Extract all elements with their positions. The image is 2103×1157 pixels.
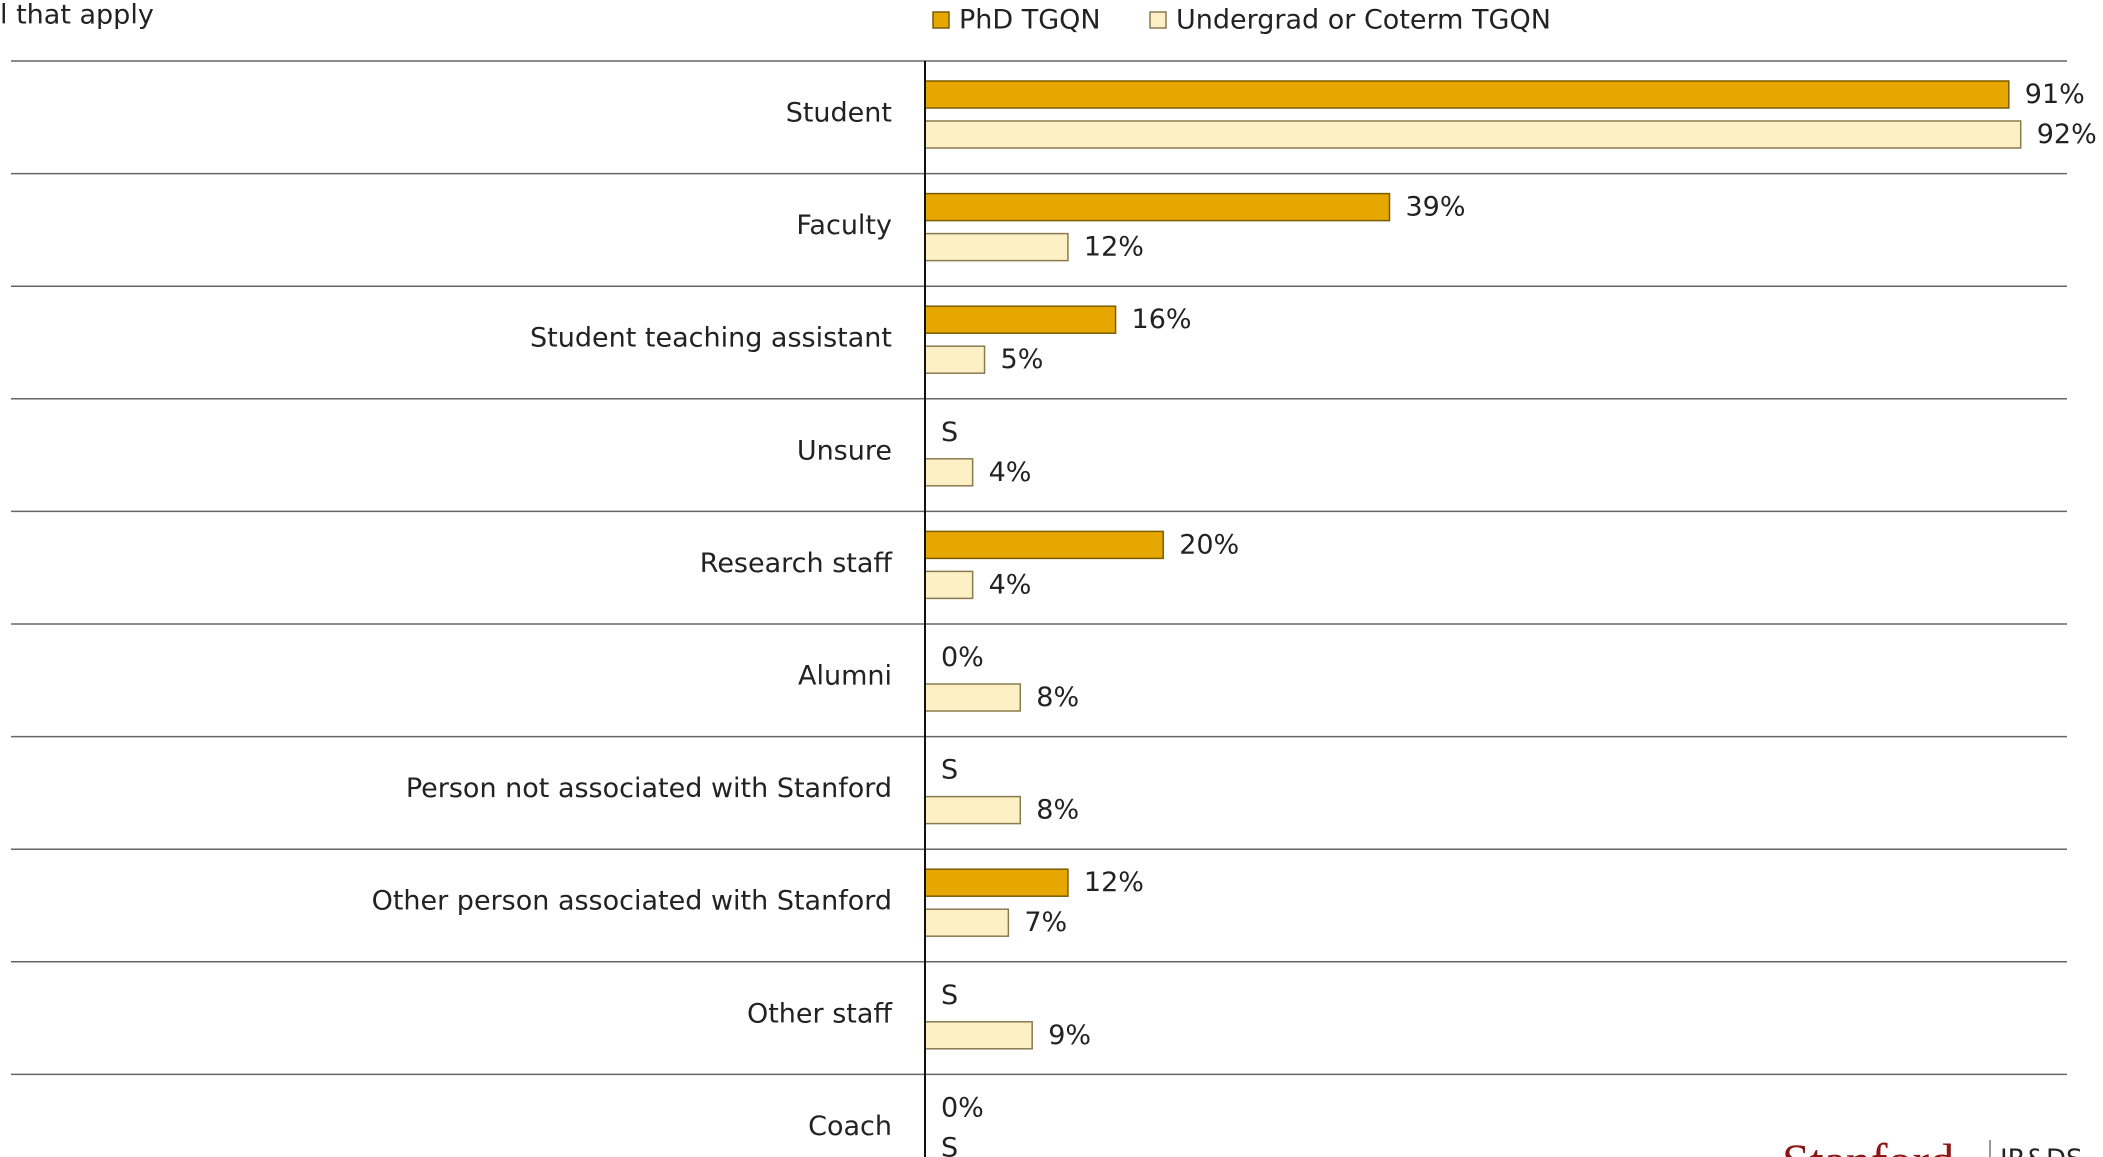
bar: [924, 80, 2010, 109]
category-label: Alumni: [798, 661, 892, 692]
bar: [924, 345, 986, 374]
value-label: 39%: [1405, 192, 1465, 223]
bar: [924, 232, 1069, 262]
value-label: 5%: [1001, 344, 1044, 375]
value-label: 8%: [1036, 682, 1079, 713]
chart-title: l that apply: [0, 0, 154, 31]
logo: Stanford: [1782, 1133, 1954, 1157]
value-label: 91%: [2025, 79, 2085, 110]
value-label: 92%: [2037, 119, 2097, 150]
value-label: 9%: [1048, 1020, 1091, 1051]
bar: [924, 1021, 1033, 1050]
value-label: S: [941, 755, 958, 786]
value-label: S: [941, 417, 958, 448]
bar: [924, 530, 1164, 560]
category-label: Student teaching assistant: [530, 323, 892, 354]
category-label: Other person associated with Stanford: [372, 886, 892, 917]
value-label: 7%: [1024, 907, 1067, 938]
value-label: 12%: [1084, 232, 1144, 263]
value-label: 4%: [989, 569, 1032, 600]
bar: [924, 305, 1117, 334]
logo-unit: IR&DS: [2000, 1145, 2083, 1157]
bar: [924, 120, 2022, 149]
category-label: Coach: [808, 1111, 892, 1142]
value-label: 4%: [989, 457, 1032, 488]
value-label: S: [941, 980, 958, 1011]
value-label: 20%: [1179, 529, 1239, 560]
bar: [924, 683, 1022, 712]
value-label: 12%: [1084, 867, 1144, 898]
legend-label: Undergrad or Coterm TGQN: [1176, 5, 1551, 36]
value-label: 0%: [941, 642, 984, 673]
category-label: Other staff: [747, 998, 893, 1029]
bar: [924, 192, 1391, 222]
category-label: Student: [786, 98, 892, 129]
bar: [924, 868, 1069, 897]
category-label: Research staff: [700, 548, 894, 579]
legend-label: PhD TGQN: [959, 5, 1101, 36]
category-label: Unsure: [797, 435, 892, 466]
bar: [924, 795, 1022, 825]
value-label: 16%: [1132, 304, 1192, 335]
bar: [924, 458, 974, 487]
value-label: 0%: [941, 1092, 984, 1123]
legend-swatch: [1149, 11, 1167, 29]
category-label: Faculty: [796, 210, 892, 241]
category-label: Person not associated with Stanford: [406, 773, 892, 804]
bar: [924, 570, 974, 600]
value-label: S: [941, 1132, 958, 1157]
bar: [924, 908, 1010, 937]
value-label: 8%: [1036, 795, 1079, 826]
legend-swatch: [932, 11, 950, 29]
